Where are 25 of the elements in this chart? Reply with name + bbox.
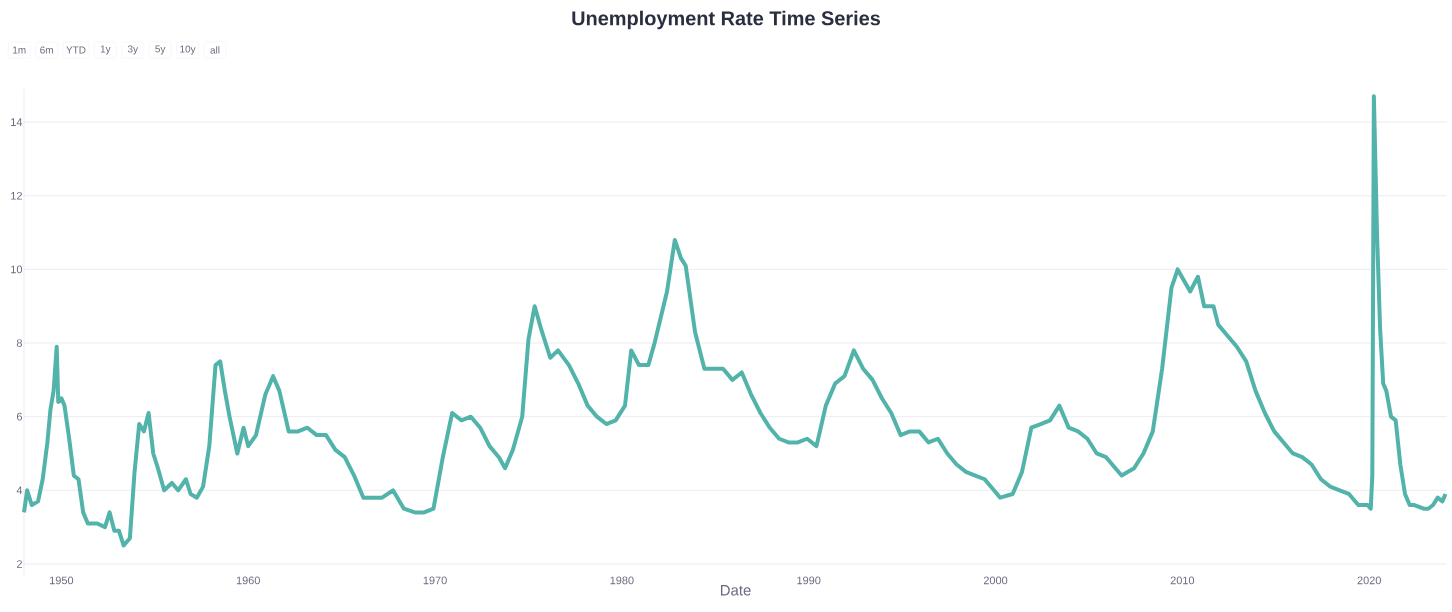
- x-axis-title: Date: [720, 585, 751, 596]
- text: 3y: [127, 45, 138, 55]
- text: all: [210, 46, 220, 54]
- x-tick-label: 2010: [1170, 576, 1195, 585]
- x-tick-label: 1990: [797, 576, 821, 585]
- text: YTD: [66, 46, 86, 54]
- text: 1y: [100, 45, 111, 55]
- text: 6m: [40, 46, 53, 54]
- y-tick-label: 6: [16, 412, 23, 421]
- x-tick-label: 2000: [983, 576, 1008, 585]
- chart-title: Unemployment Rate Time Series: [572, 10, 881, 30]
- x-tick-label: 1960: [236, 576, 260, 585]
- y-tick-label: 8: [16, 339, 23, 347]
- x-tick-label: 1970: [423, 576, 447, 585]
- text: 1m: [13, 46, 26, 54]
- y-tick-label: 12: [11, 191, 22, 200]
- text: 10y: [180, 45, 196, 55]
- x-tick-label: 2020: [1357, 576, 1381, 585]
- x-tick-label: 1950: [50, 576, 74, 585]
- x-tick-label: 1980: [610, 576, 634, 585]
- y-tick-label: 2: [16, 560, 22, 568]
- y-tick-label: 4: [16, 486, 23, 495]
- y-tick-label: 14: [11, 118, 23, 126]
- text: 5y: [155, 45, 166, 55]
- y-tick-label: 10: [11, 265, 23, 274]
